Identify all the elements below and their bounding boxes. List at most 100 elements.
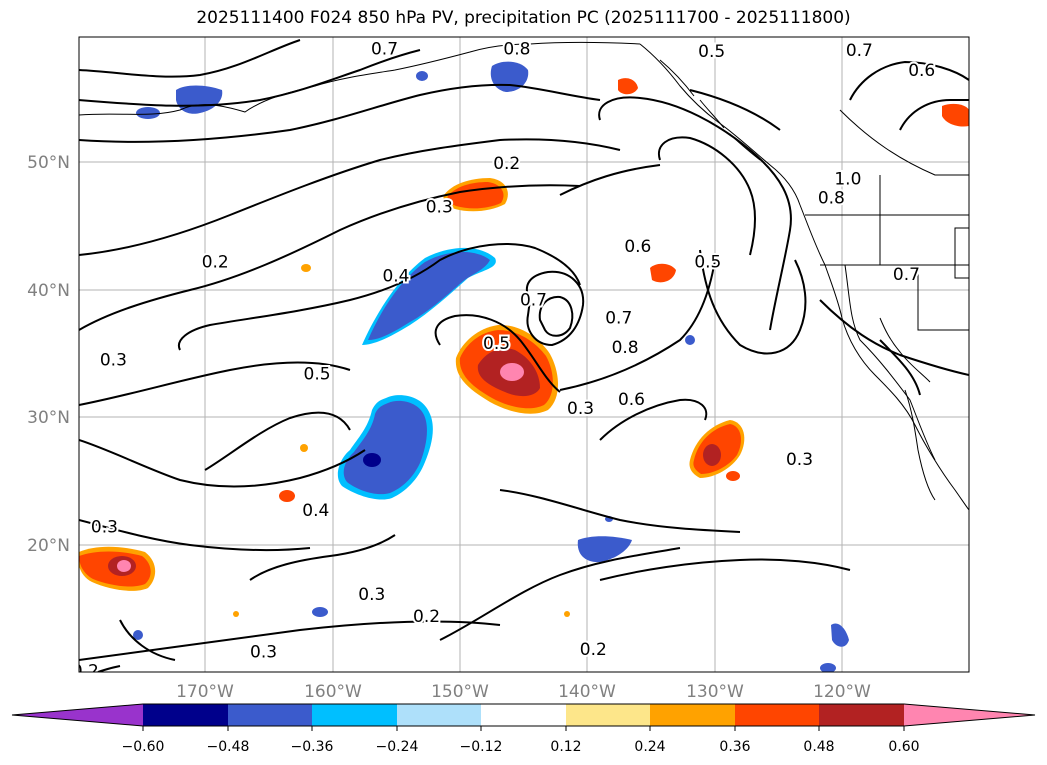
- precip-positive-blob: [564, 611, 570, 617]
- precip-positive-blob: [650, 263, 676, 283]
- contour-label: 0.2: [580, 640, 607, 660]
- contour-label: 0.2: [1023, 90, 1047, 110]
- contour-label: 0.5: [483, 334, 510, 354]
- colorbar-segment: [566, 704, 650, 726]
- contour-label: 0.4: [302, 501, 329, 521]
- map-frame: [78, 36, 970, 673]
- precip-positive-blob: [942, 103, 969, 127]
- contour-label: 0.5: [304, 365, 331, 385]
- contour-label: 0.5: [694, 252, 721, 272]
- contour-label: 0.8: [503, 39, 530, 59]
- contour-label: 0.3: [988, 362, 1015, 382]
- contour-label: 0.3: [358, 585, 385, 605]
- precip-positive-blob: [726, 471, 740, 481]
- colorbar-tick-label: 0.12: [550, 739, 581, 755]
- colorbar: −0.60 −0.48 −0.36 −0.24 −0.12 0.12 0.24 …: [11, 703, 1036, 755]
- precip-positive-blob: [279, 490, 295, 502]
- contour-label: 0.2: [493, 154, 520, 174]
- colorbar-segment: [228, 704, 312, 726]
- lon-labels: 170°W 160°W 150°W 140°W 130°W 120°W: [176, 682, 871, 702]
- map-title: 2025111400 F024 850 hPa PV, precipitatio…: [196, 8, 851, 28]
- precip-positive-blob: [301, 264, 311, 272]
- contour-label: 0.6: [624, 237, 651, 257]
- contour-label: 0.4: [382, 266, 409, 286]
- precip-negative-blob: [577, 536, 632, 563]
- colorbar-segment: [735, 704, 819, 726]
- colorbar-tick-label: 0.48: [803, 739, 834, 755]
- precip-negative-blob: [820, 663, 836, 672]
- contour-label: 0.3: [786, 450, 813, 470]
- lon-label: 170°W: [176, 682, 234, 702]
- colorbar-tick-label: −0.12: [460, 739, 503, 755]
- contour-label: 0.2: [202, 252, 229, 272]
- contour-label: 0.6: [618, 390, 645, 410]
- lat-labels: 50°N 40°N 30°N 20°N: [27, 153, 70, 556]
- precip-positive-blob: [233, 611, 239, 617]
- contour-label-bg: [988, 361, 1016, 381]
- colorbar-tick-label: −0.48: [207, 739, 250, 755]
- precip-positive-core: [117, 560, 131, 572]
- precip-negative-blob: [685, 335, 695, 345]
- contour-label: 0.7: [846, 41, 873, 61]
- contour-label: 0.3: [567, 399, 594, 419]
- precip-shading: [79, 61, 969, 672]
- precip-positive-blob: [300, 444, 308, 452]
- precip-negative-blob: [133, 630, 143, 640]
- precip-negative-blob: [136, 107, 160, 119]
- precip-negative-blob: [831, 623, 849, 647]
- precip-positive-core: [703, 444, 721, 466]
- lon-label: 150°W: [431, 682, 489, 702]
- contour-labels: 0.70.80.50.70.50.60.20.20.31.00.80.60.50…: [72, 37, 1047, 682]
- contour-label: 0.7: [605, 309, 632, 329]
- lon-label: 120°W: [813, 682, 871, 702]
- contour-label-bg: [1022, 89, 1047, 109]
- colorbar-tick-label: −0.36: [291, 739, 334, 755]
- colorbar-segment: [650, 704, 735, 726]
- colorbar-tick-label: 0.36: [719, 739, 750, 755]
- precip-negative-blob: [416, 71, 428, 81]
- lat-label: 40°N: [27, 281, 70, 301]
- lat-label: 30°N: [27, 408, 70, 428]
- colorbar-extend-min: [12, 704, 143, 726]
- contour-label: 0.7: [371, 39, 398, 59]
- colorbar-segment: [143, 704, 228, 726]
- colorbar-segment: [481, 704, 566, 726]
- colorbar-extend-max: [904, 704, 1035, 726]
- precip-negative-blob: [312, 607, 328, 617]
- precip-positive-blob: [618, 78, 638, 95]
- precip-positive-core: [500, 363, 524, 381]
- contour-label: 0.8: [818, 189, 845, 209]
- colorbar-tick-label: −0.60: [122, 739, 165, 755]
- contour-label: 0.6: [908, 61, 935, 81]
- contour-label: 0.7: [520, 291, 547, 311]
- colorbar-tick-label: 0.60: [888, 739, 919, 755]
- contour-label: 0.8: [612, 338, 639, 358]
- contour-label: 0.3: [100, 351, 127, 371]
- colorbar-tick-label: −0.24: [376, 739, 419, 755]
- lon-label: 140°W: [558, 682, 616, 702]
- pv-contours: [79, 39, 969, 672]
- precip-negative-blob: [368, 251, 490, 340]
- contour-label: 0.3: [91, 518, 118, 538]
- contour-label: 0.7: [893, 265, 920, 285]
- lat-label: 20°N: [27, 536, 70, 556]
- contour-label-bg: [1041, 37, 1047, 57]
- colorbar-segment: [312, 704, 397, 726]
- contour-label: 0.3: [250, 643, 277, 663]
- colorbar-tick-label: 0.24: [634, 739, 665, 755]
- coastlines: [79, 42, 969, 511]
- colorbar-segment: [397, 704, 481, 726]
- contour-label: 1.0: [834, 170, 861, 190]
- contour-label: 0.5: [1042, 38, 1047, 58]
- contour-label: 0.3: [426, 198, 453, 218]
- colorbar-segment: [819, 704, 904, 726]
- lon-label: 130°W: [686, 682, 744, 702]
- lat-label: 50°N: [27, 153, 70, 173]
- contour-label: 0.2: [72, 662, 99, 682]
- precip-negative-blob: [343, 400, 427, 495]
- contour-label: 0.2: [413, 607, 440, 627]
- precip-negative-core: [363, 453, 381, 467]
- lon-label: 160°W: [304, 682, 362, 702]
- contour-label: 0.5: [698, 42, 725, 62]
